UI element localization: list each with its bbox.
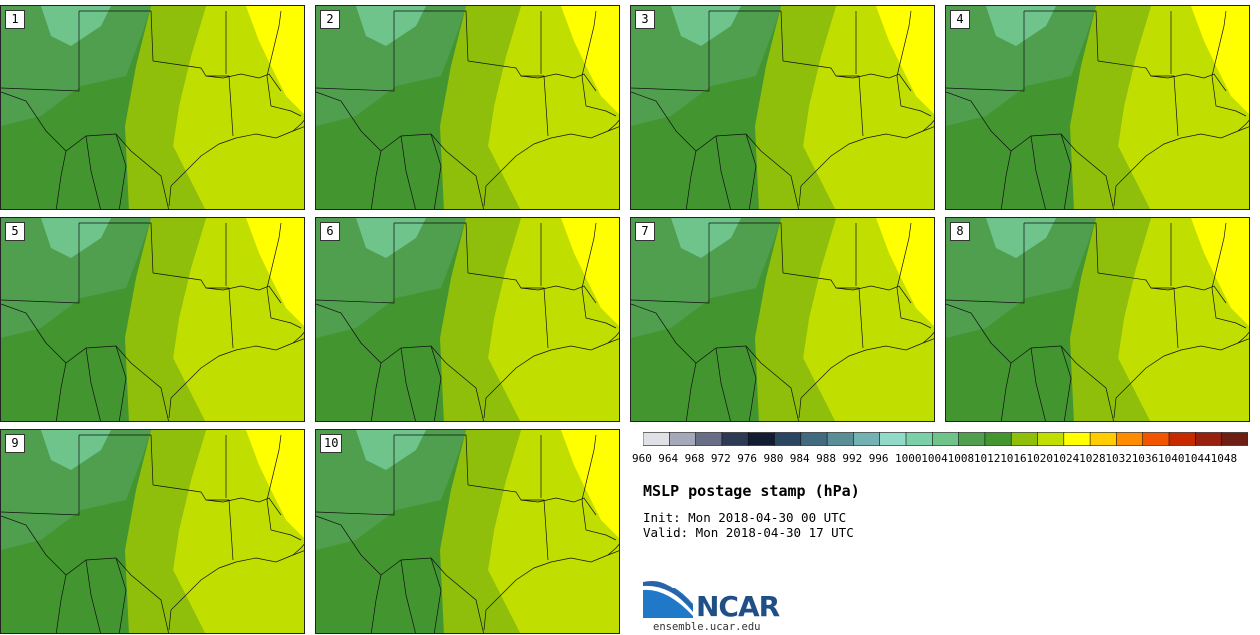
colorbar-tick-label: 1032 xyxy=(1105,452,1132,465)
stamp-member-5[interactable]: 5 xyxy=(0,217,305,422)
colorbar-tick-label: 1004 xyxy=(921,452,948,465)
colorbar-swatch xyxy=(931,432,960,446)
colorbar-tick-label: 1008 xyxy=(947,452,975,465)
member-label: 10 xyxy=(320,434,343,453)
colorbar-tick-labels: 960 964 968 972 976 980 984 988 992 996 1000 1004 10… xyxy=(632,452,1252,466)
init-time: Init: Mon 2018-04-30 00 UTC xyxy=(643,510,847,525)
colorbar-tick-label: 996 xyxy=(868,452,889,465)
colorbar-swatch xyxy=(721,432,749,446)
chart-title: MSLP postage stamp (hPa) xyxy=(643,482,860,500)
colorbar-swatch xyxy=(643,432,670,446)
colorbar-tick-label: 1048 xyxy=(1210,452,1238,465)
colorbar-tick-label: 1016 xyxy=(1000,452,1027,465)
colorbar-swatch xyxy=(1089,432,1118,446)
colorbar-swatch xyxy=(747,432,776,446)
colorbar-swatch xyxy=(853,432,881,446)
member-label: 9 xyxy=(5,434,25,453)
colorbar-swatch xyxy=(800,432,828,446)
colorbar-tick-label: 1020 xyxy=(1026,452,1054,465)
colorbar-tick-label: 968 xyxy=(684,452,705,465)
stamp-member-4[interactable]: 4 xyxy=(945,5,1250,210)
colorbar-tick-label: 1028 xyxy=(1079,452,1106,465)
colorbar-swatch xyxy=(774,432,802,446)
colorbar-tick-label: 964 xyxy=(658,452,679,465)
member-label: 5 xyxy=(5,222,25,241)
member-label: 7 xyxy=(635,222,655,241)
colorbar-legend xyxy=(643,432,1248,446)
colorbar-swatch xyxy=(668,432,697,446)
colorbar-swatch xyxy=(1037,432,1065,446)
member-label: 2 xyxy=(320,10,340,29)
ncar-logo-icon xyxy=(643,578,693,618)
stamp-member-6[interactable]: 6 xyxy=(315,217,620,422)
colorbar-swatch xyxy=(1116,432,1144,446)
ensemble-url[interactable]: ensemble.ucar.edu xyxy=(653,621,761,633)
stamp-member-2[interactable]: 2 xyxy=(315,5,620,210)
mslp-field xyxy=(946,6,1249,209)
colorbar-swatch xyxy=(1194,432,1223,446)
colorbar-swatch xyxy=(984,432,1012,446)
colorbar-tick-label: 1036 xyxy=(1131,452,1159,465)
member-label: 1 xyxy=(5,10,25,29)
mslp-field xyxy=(946,218,1249,421)
stamp-member-3[interactable]: 3 xyxy=(630,5,935,210)
colorbar-swatch xyxy=(905,432,933,446)
stamp-member-7[interactable]: 7 xyxy=(630,217,935,422)
stamp-member-1[interactable]: 1 xyxy=(0,5,305,210)
mslp-field xyxy=(316,218,619,421)
mslp-field xyxy=(1,430,304,633)
colorbar-tick-label: 992 xyxy=(842,452,863,465)
colorbar-tick-label: 1044 xyxy=(1184,452,1211,465)
colorbar-tick-label: 980 xyxy=(763,452,784,465)
colorbar-swatch xyxy=(879,432,907,446)
colorbar-swatch xyxy=(1010,432,1039,446)
run-info: Init: Mon 2018-04-30 00 UTC Valid: Mon 2… xyxy=(643,510,854,540)
colorbar-swatch xyxy=(1221,432,1248,446)
member-label: 8 xyxy=(950,222,970,241)
mslp-field xyxy=(631,6,934,209)
stamp-member-9[interactable]: 9 xyxy=(0,429,305,634)
colorbar-tick-label: 988 xyxy=(816,452,836,465)
member-label: 3 xyxy=(635,10,655,29)
stamp-member-10[interactable]: 10 xyxy=(315,429,620,634)
colorbar-tick-label: 1000 xyxy=(895,452,922,465)
colorbar-tick-label: 976 xyxy=(737,452,758,465)
colorbar-tick-label: 972 xyxy=(710,452,731,465)
colorbar-swatch xyxy=(1142,432,1170,446)
logo-text: NCAR xyxy=(696,590,780,623)
colorbar-tick-label: 1012 xyxy=(973,452,1001,465)
colorbar-tick-label: 1040 xyxy=(1158,452,1185,465)
colorbar-swatch xyxy=(695,432,723,446)
colorbar-swatch xyxy=(826,432,855,446)
valid-time: Valid: Mon 2018-04-30 17 UTC xyxy=(643,525,854,540)
member-label: 6 xyxy=(320,222,340,241)
mslp-field xyxy=(316,430,619,633)
colorbar-swatch xyxy=(1063,432,1091,446)
member-label: 4 xyxy=(950,10,970,29)
mslp-field xyxy=(316,6,619,209)
colorbar-tick-label: 1024 xyxy=(1052,452,1080,465)
mslp-field xyxy=(1,218,304,421)
mslp-field xyxy=(631,218,934,421)
colorbar-tick-label: 960 xyxy=(632,452,652,465)
colorbar-tick-label: 984 xyxy=(789,452,810,465)
stamp-member-8[interactable]: 8 xyxy=(945,217,1250,422)
colorbar-swatch xyxy=(958,432,986,446)
colorbar-swatch xyxy=(1168,432,1196,446)
mslp-field xyxy=(1,6,304,209)
